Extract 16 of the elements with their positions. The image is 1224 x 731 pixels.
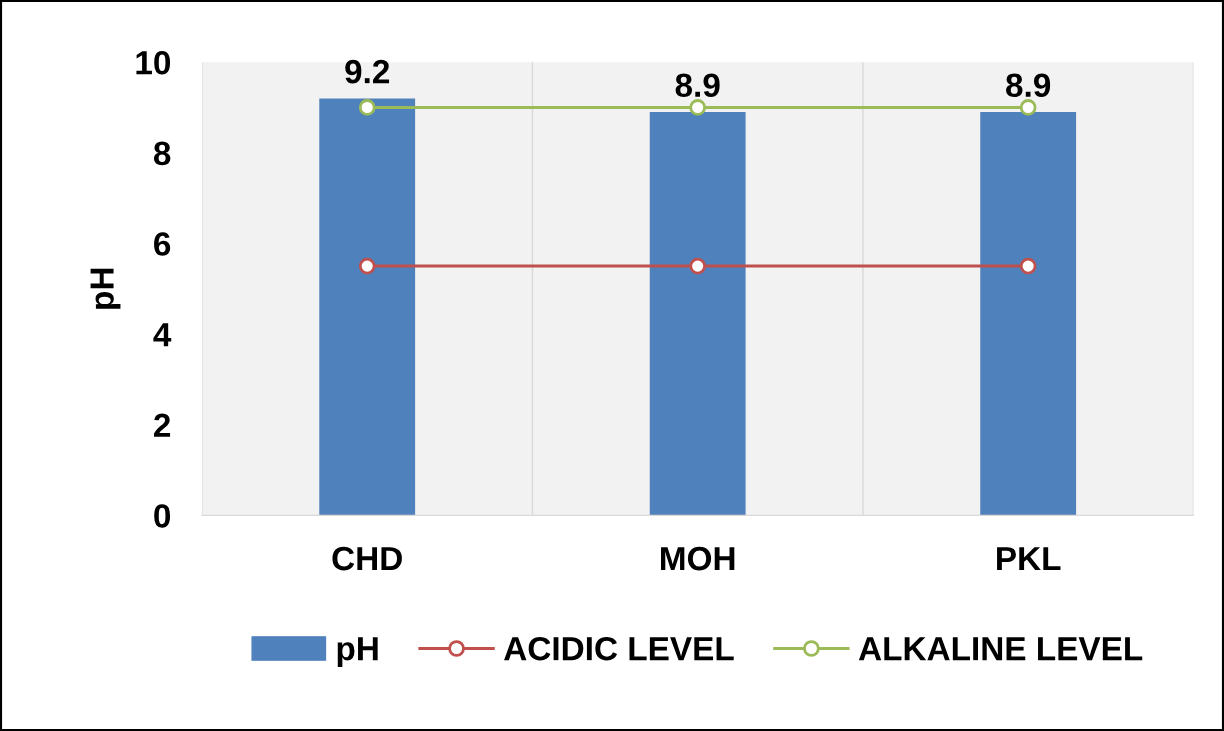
data-label: 8.9 — [1006, 73, 1051, 98]
y-tick-label: 6 — [154, 232, 171, 256]
data-label: 9.2 — [345, 59, 390, 84]
y-tick-label: 2 — [154, 413, 171, 437]
y-tick-label: 4 — [153, 323, 172, 347]
data-label: 8.9 — [675, 73, 720, 98]
legend-label: pH — [337, 637, 378, 668]
legend-label: ALKALINE LEVEL — [858, 637, 1143, 661]
y-tick-label: 10 — [136, 50, 171, 75]
x-tick-label: CHD — [332, 546, 402, 571]
x-tick-label: MOH — [661, 546, 735, 571]
y-tick-label: 0 — [154, 504, 171, 528]
y-tick-label: 8 — [153, 141, 171, 166]
legend-label: ACIDIC LEVEL — [504, 636, 734, 661]
x-tick-label: PKL — [997, 547, 1061, 571]
y-axis-title: pH — [90, 268, 121, 309]
